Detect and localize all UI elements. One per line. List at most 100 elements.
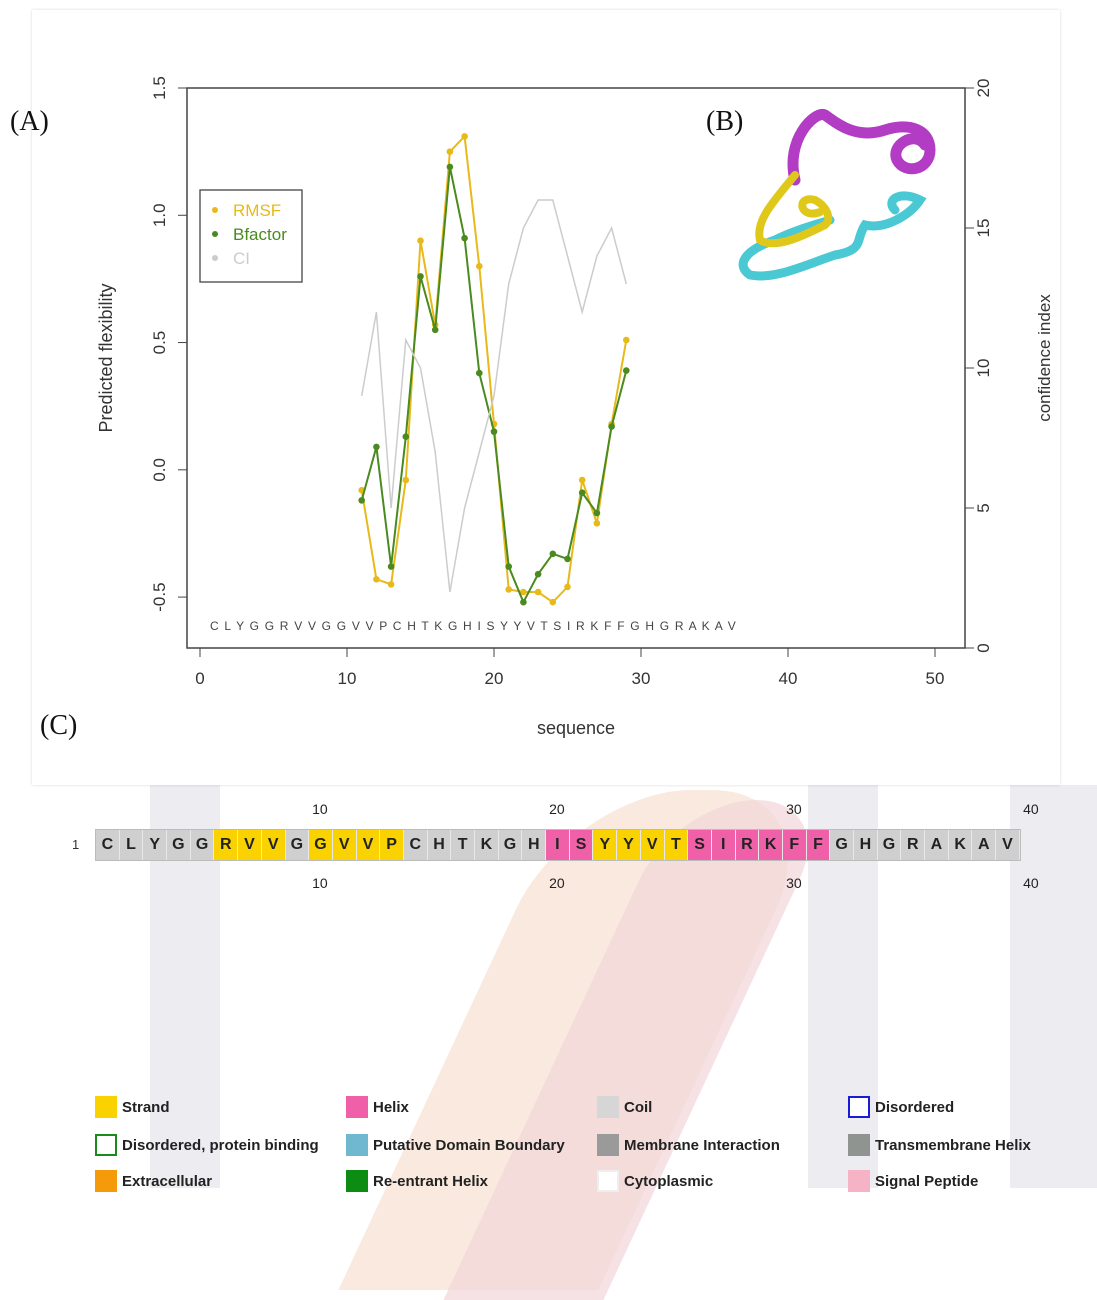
- residue-strand: P: [380, 830, 404, 860]
- legend-swatch: [346, 1134, 368, 1156]
- data-point-RMSF: [476, 262, 483, 270]
- legend-marker-CI: [212, 255, 218, 261]
- legend-label: Re-entrant Helix: [373, 1172, 489, 1190]
- sequence-letters-axis: C L Y G G R V V G G V V P C H T K G H I …: [210, 619, 737, 633]
- sequence-top-number: 10: [312, 801, 328, 817]
- residue-helix: K: [759, 830, 783, 860]
- residue-coil: H: [854, 830, 878, 860]
- sequence-top-number: 40: [1023, 801, 1039, 817]
- legend-label: Cytoplasmic: [624, 1172, 714, 1190]
- data-point-Bfactor: [505, 563, 512, 570]
- residue-strand: G: [309, 830, 333, 860]
- residue-coil: H: [522, 830, 547, 860]
- residue-coil: K: [475, 830, 499, 860]
- legend-label: Disordered: [875, 1098, 955, 1116]
- data-point-Bfactor: [431, 326, 439, 334]
- x-axis-label: sequence: [537, 718, 615, 738]
- legend-item: Helix: [346, 1094, 409, 1120]
- legend-swatch: [597, 1096, 619, 1118]
- residue-coil: L: [119, 830, 144, 860]
- data-point-RMSF: [417, 237, 424, 245]
- data-point-RMSF: [402, 476, 410, 484]
- residue-coil: C: [96, 830, 120, 860]
- y2-tick-label: 5: [974, 503, 993, 512]
- legend-swatch: [95, 1170, 117, 1192]
- data-point-Bfactor: [417, 273, 424, 280]
- y2-tick-label: 15: [974, 219, 993, 238]
- y-tick-label: -0.5: [150, 582, 169, 611]
- data-point-RMSF: [564, 583, 571, 591]
- residue-strand: V: [261, 830, 286, 860]
- residue-strand: Y: [617, 830, 641, 860]
- legend-label-Bfactor: Bfactor: [233, 225, 287, 244]
- residue-strand: V: [640, 830, 665, 860]
- data-point-Bfactor: [608, 423, 615, 430]
- residue-strand: V: [238, 830, 262, 860]
- residue-coil: G: [877, 830, 902, 860]
- panel-label-c: (C): [40, 710, 78, 741]
- y-tick-label: 0.5: [150, 331, 169, 355]
- data-point-RMSF: [623, 336, 630, 344]
- legend-item: Cytoplasmic: [597, 1168, 713, 1194]
- residue-coil: G: [498, 830, 523, 860]
- x-tick-label: 50: [926, 669, 945, 688]
- data-point-RMSF: [461, 133, 468, 140]
- sequence-bottom-number: 40: [1023, 875, 1039, 891]
- data-point-Bfactor: [476, 369, 483, 377]
- residue-coil: C: [403, 830, 428, 860]
- protein-structure-image: [738, 109, 936, 281]
- data-point-Bfactor: [564, 555, 571, 563]
- sequence-start-number: 1: [72, 837, 80, 852]
- data-point-Bfactor: [446, 163, 454, 171]
- legend-label: Helix: [373, 1098, 409, 1116]
- legend-label-RMSF: RMSF: [233, 201, 281, 220]
- residue-coil: G: [167, 830, 191, 860]
- data-point-RMSF: [387, 581, 395, 588]
- residue-coil: A: [972, 830, 997, 860]
- data-point-RMSF: [373, 575, 380, 583]
- residue-helix: S: [569, 830, 594, 860]
- sequence-bottom-number: 20: [549, 875, 565, 891]
- y2-tick-label: 0: [974, 643, 993, 652]
- data-point-Bfactor: [358, 497, 366, 504]
- legend-item: Extracellular: [95, 1168, 212, 1194]
- legend-swatch: [95, 1096, 117, 1118]
- legend-swatch: [848, 1096, 870, 1118]
- residue-coil: G: [285, 830, 310, 860]
- data-point-RMSF: [520, 588, 527, 596]
- residue-strand: T: [664, 830, 689, 860]
- y2-axis-label: confidence index: [1035, 294, 1054, 422]
- legend-label: Transmembrane Helix: [875, 1136, 1031, 1154]
- legend-label: Signal Peptide: [875, 1172, 979, 1190]
- residue-coil: A: [925, 830, 949, 860]
- data-point-RMSF: [578, 476, 586, 484]
- data-point-Bfactor: [373, 443, 380, 451]
- legend-swatch: [848, 1134, 870, 1156]
- sequence-bottom-number: 30: [786, 875, 802, 891]
- data-point-Bfactor: [578, 489, 586, 497]
- legend-swatch: [597, 1170, 619, 1192]
- legend-item: Putative Domain Boundary: [346, 1132, 565, 1158]
- y-tick-label: 0.0: [150, 458, 169, 482]
- residue-strand: V: [332, 830, 357, 860]
- residue-strand: R: [214, 830, 239, 860]
- data-point-Bfactor: [593, 509, 601, 517]
- legend-label: Membrane Interaction: [624, 1136, 780, 1154]
- legend-item: Membrane Interaction: [597, 1132, 780, 1158]
- sequence-top-number: 20: [549, 801, 565, 817]
- residue-helix: R: [735, 830, 760, 860]
- legend-item: Coil: [597, 1094, 652, 1120]
- legend-item: Signal Peptide: [848, 1168, 978, 1194]
- legend-label: Extracellular: [122, 1172, 213, 1190]
- data-point-RMSF: [505, 586, 512, 593]
- data-point-Bfactor: [520, 598, 527, 606]
- legend-item: Re-entrant Helix: [346, 1168, 488, 1194]
- data-point-RMSF: [549, 598, 557, 606]
- legend-label: Coil: [624, 1098, 653, 1116]
- residue-coil: G: [830, 830, 854, 860]
- legend-label: Disordered, protein binding: [122, 1136, 319, 1154]
- legend-item: Disordered, protein binding: [95, 1132, 319, 1158]
- data-point-Bfactor: [549, 550, 557, 558]
- legend-swatch: [848, 1170, 870, 1192]
